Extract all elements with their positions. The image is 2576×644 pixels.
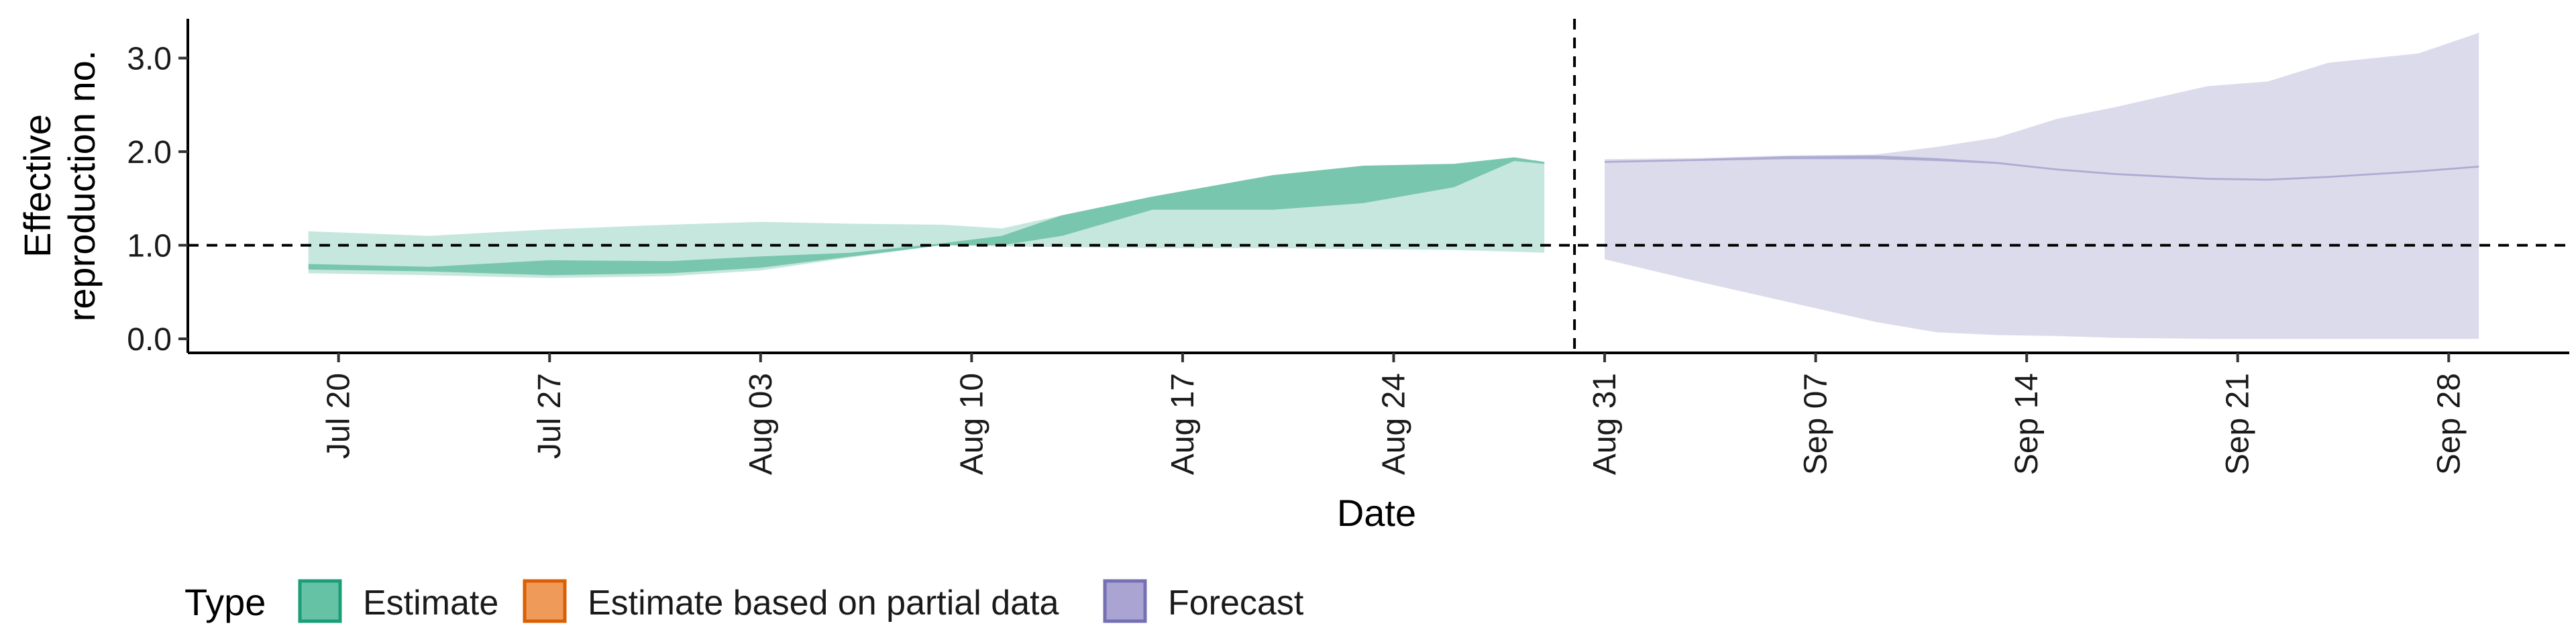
legend-swatch-forecast <box>1103 579 1147 623</box>
x-tick-label: Aug 24 <box>1376 373 1411 475</box>
x-tick-label: Sep 07 <box>1799 373 1834 475</box>
y-tick-label: 0.0 <box>127 322 172 358</box>
y-tick-label: 1.0 <box>127 229 172 264</box>
legend-swatch-estimate-based-on-partial-data <box>523 579 567 623</box>
x-tick-label: Sep 28 <box>2431 373 2467 475</box>
x-tick-label: Aug 10 <box>954 373 989 475</box>
y-tick-label: 2.0 <box>127 135 172 170</box>
legend-items: Estimate Estimate based on partial data Fo… <box>298 579 1304 623</box>
legend-label-forecast: Forecast <box>1168 584 1304 623</box>
x-tick-label: Sep 14 <box>2009 373 2045 475</box>
x-tick-label: Aug 31 <box>1587 373 1623 475</box>
forecast-band-90 <box>1605 32 2479 339</box>
legend-title: Type <box>184 581 266 623</box>
plot-areas <box>308 32 2479 339</box>
x-tick-label: Aug 03 <box>743 373 779 475</box>
estimate-band-90 <box>308 157 1545 278</box>
x-tick-label: Jul 20 <box>321 373 357 459</box>
reference-lines <box>188 19 2569 353</box>
legend-label-estimate-based-on-partial-data: Estimate based on partial data <box>588 584 1059 623</box>
x-tick-label: Aug 17 <box>1165 373 1201 475</box>
legend: Type Estimate Estimate based on partial d… <box>184 579 1304 623</box>
x-axis-title: Date <box>1337 492 1416 534</box>
x-ticks: Jul 20 Jul 27 Aug 03 Aug 10 Aug 17 Aug 24 Aug … <box>321 353 2467 475</box>
y-ticks: 0.0 1.0 2.0 3.0 <box>127 42 188 358</box>
y-tick-label: 3.0 <box>127 42 172 77</box>
y-axis-title-line: Effective <box>16 114 58 258</box>
forecast-band-50 <box>1605 155 2479 181</box>
legend-label-estimate: Estimate <box>363 584 498 623</box>
axes <box>186 19 2569 354</box>
estimate-band-50 <box>308 157 1545 276</box>
legend-swatch-estimate <box>298 579 342 623</box>
y-axis-title-line: reproduction no. <box>60 50 103 322</box>
y-axis-title: Effectivereproduction no. <box>16 50 103 322</box>
x-tick-label: Jul 27 <box>532 373 568 459</box>
x-tick-label: Sep 21 <box>2220 373 2256 475</box>
